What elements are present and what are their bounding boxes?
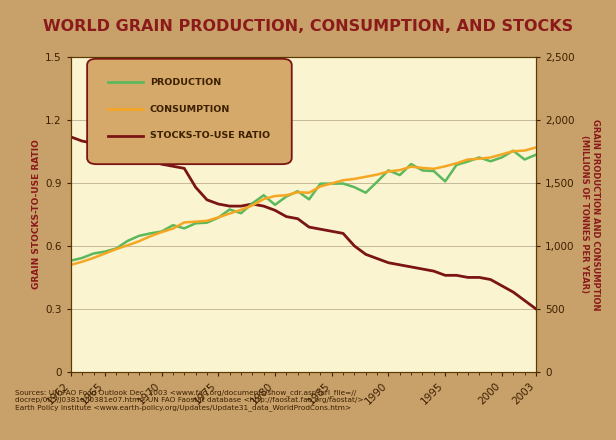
Text: Sources: UN FAO Food Outlook Dec. 2003 <www.fao.org/documents/show_cdr.asp?url_f: Sources: UN FAO Food Outlook Dec. 2003 <… [15,389,363,411]
Text: PRODUCTION: PRODUCTION [150,78,221,87]
Y-axis label: GRAIN STOCKS-TO-USE RATIO: GRAIN STOCKS-TO-USE RATIO [32,139,41,290]
Y-axis label: GRAIN PRODUCTION AND CONSUMPTION
(MILLIONS OF TONNES PER YEAR): GRAIN PRODUCTION AND CONSUMPTION (MILLIO… [580,119,599,310]
Text: WORLD GRAIN PRODUCTION, CONSUMPTION, AND STOCKS: WORLD GRAIN PRODUCTION, CONSUMPTION, AND… [43,19,573,34]
Text: STOCKS-TO-USE RATIO: STOCKS-TO-USE RATIO [150,132,270,140]
Text: CONSUMPTION: CONSUMPTION [150,105,230,114]
FancyBboxPatch shape [87,59,292,164]
